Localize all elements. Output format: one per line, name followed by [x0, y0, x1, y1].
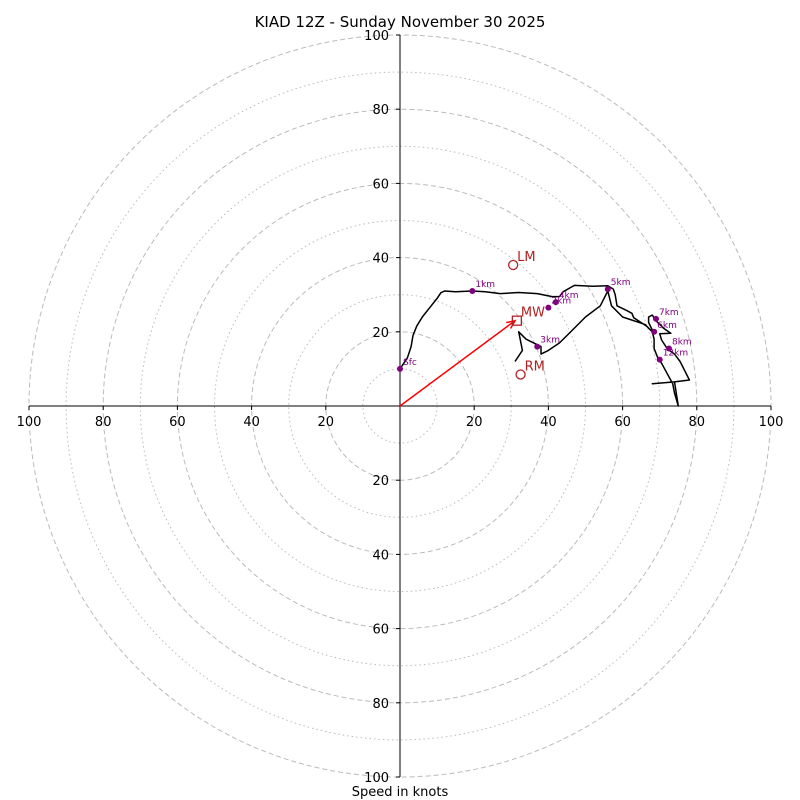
height-marker-dot [397, 365, 403, 372]
height-marker-dot [604, 286, 611, 293]
y-tick-label: 100 [364, 29, 389, 44]
x-tick-label: 60 [169, 415, 186, 430]
height-marker-label: 7km [659, 308, 679, 318]
y-tick-label: 40 [372, 548, 389, 563]
height-marker-dot [652, 315, 659, 322]
height-marker-dot [534, 343, 541, 350]
storm-motion-label: RM [525, 359, 545, 374]
x-tick-label: 100 [759, 415, 784, 430]
height-marker-dot [545, 304, 552, 311]
storm-motion-label: MW [521, 306, 545, 321]
chart-title: KIAD 12Z - Sunday November 30 2025 [255, 13, 546, 31]
height-marker-dot [656, 356, 663, 363]
x-tick-label: 80 [95, 415, 112, 430]
height-marker-dot [665, 345, 672, 352]
x-tick-label: 40 [243, 415, 260, 430]
x-tick-label: 20 [466, 415, 483, 430]
x-axis-label: Speed in knots [352, 785, 449, 800]
x-tick-label: 100 [17, 415, 42, 430]
storm-motion-marker [508, 259, 519, 271]
height-markers: Sfc 1km 2km 3km 4km 5km 6km 7km 8km 12km [397, 278, 692, 372]
height-marker-label: 2km [551, 297, 571, 307]
y-tick-label: 40 [372, 252, 389, 267]
height-marker-label: 8km [672, 337, 692, 347]
y-tick-label: 60 [372, 177, 389, 192]
y-tick-label: 80 [372, 697, 389, 712]
height-marker-label: 5km [611, 278, 631, 288]
storm-motion-markers: LM MW RM [508, 250, 545, 380]
height-marker-label: 12km [663, 349, 688, 359]
height-marker-label: 6km [657, 321, 677, 331]
storm-motion-label: LM [517, 250, 535, 265]
y-tick-label: 80 [372, 103, 389, 118]
height-marker-dot [552, 299, 559, 306]
height-marker-label: Sfc [403, 358, 417, 368]
shear-vector-group [399, 319, 517, 407]
height-marker-dot [651, 328, 658, 335]
x-tick-label: 20 [318, 415, 335, 430]
storm-motion-marker [515, 369, 526, 380]
x-tick-label: 60 [614, 415, 631, 430]
y-tick-label: 20 [372, 326, 389, 341]
storm-motion-marker [511, 315, 523, 326]
y-tick-label: 60 [372, 623, 389, 638]
height-marker-label: 4km [559, 291, 579, 301]
x-tick-label: 80 [689, 415, 706, 430]
height-marker-dot [469, 287, 476, 294]
height-marker-label: 1km [475, 280, 495, 290]
shear-vector [399, 320, 516, 407]
y-tick-label: 20 [372, 474, 389, 489]
y-tick-label: 100 [364, 771, 389, 786]
height-marker-label: 3km [540, 336, 560, 346]
shear-vector-arrowhead [506, 319, 517, 329]
x-tick-label: 40 [540, 415, 557, 430]
tick-labels: 20 20 20 20 40 40 40 40 60 60 60 60 80 80 80 80 100 100 10… [17, 29, 784, 786]
